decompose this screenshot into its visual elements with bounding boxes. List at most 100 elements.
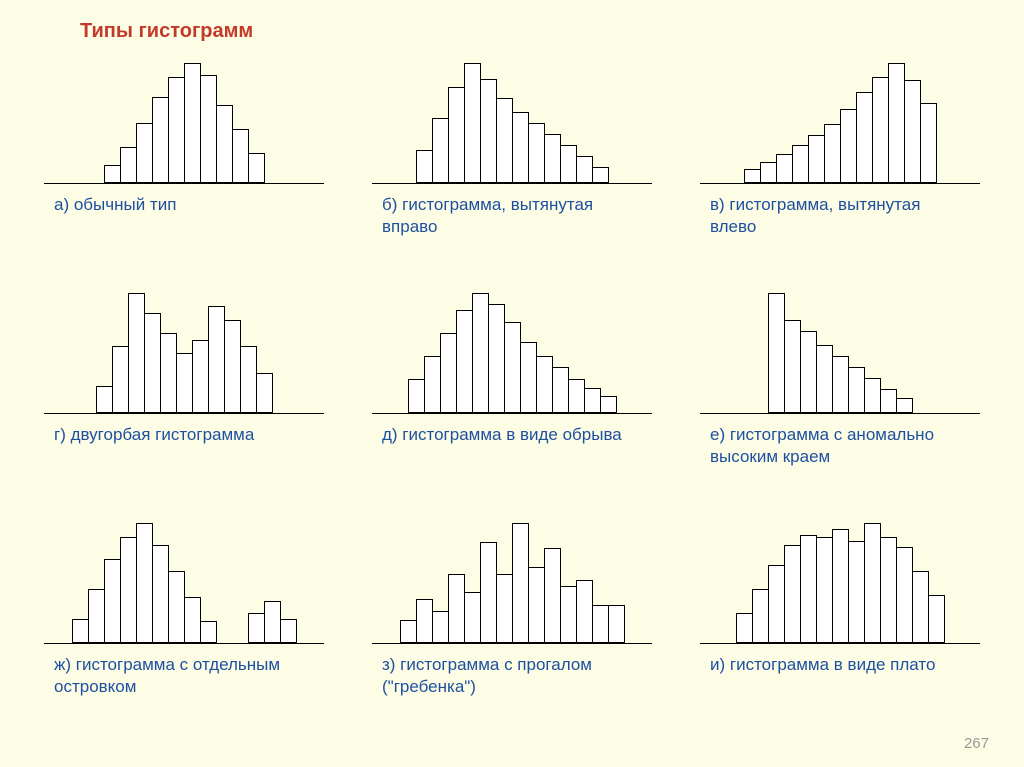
histogram-bar [408,379,425,413]
histogram-bar [568,379,585,413]
histogram-bar [224,320,241,413]
histogram-caption-z: з) гистограмма с прогалом ("гребенка") [382,654,642,698]
histogram-bar [832,356,849,413]
histogram-bar [600,396,617,413]
histogram-bars [96,283,272,413]
histogram-chart-z [372,513,652,644]
histogram-caption-zh: ж) гистограмма с отдельным островком [54,654,314,698]
histogram-bar [816,537,833,643]
histogram-bar [280,619,297,643]
histogram-chart-g [44,283,324,414]
histogram-bar [928,595,945,643]
histogram-bar [544,134,561,183]
histogram-chart-a [44,53,324,184]
histogram-bar [560,145,577,183]
histogram-bars [736,513,944,643]
histogram-bar [416,150,433,183]
histogram-cell-a: а) обычный тип [30,53,338,273]
histogram-bar [216,105,233,183]
histogram-bar [488,304,505,413]
histogram-caption-i: и) гистограмма в виде плато [710,654,970,676]
histogram-bar [584,388,601,413]
histogram-bar [184,63,201,183]
histogram-bar [888,63,905,183]
histogram-bar [136,523,153,643]
histogram-bar [880,389,897,413]
histogram-bar [800,331,817,413]
histogram-bar [896,547,913,643]
histogram-bar [824,124,841,183]
histogram-bar [592,605,609,643]
histogram-bar [840,109,857,183]
histogram-grid: а) обычный тип б) гистограмма, вытянутая … [30,53,994,733]
histogram-bar [240,346,257,413]
histogram-cell-v: в) гистограмма, вытянутая влево [686,53,994,273]
histogram-bar [784,320,801,413]
histogram-caption-v: в) гистограмма, вытянутая влево [710,194,970,238]
histogram-bar [760,162,777,183]
histogram-bar [496,98,513,183]
histogram-bar [512,523,529,643]
histogram-bars [72,513,296,643]
histogram-bar [848,541,865,643]
histogram-bar [880,537,897,643]
histogram-cell-d: д) гистограмма в виде обрыва [358,283,666,503]
histogram-bar [208,306,225,413]
histogram-bar [848,367,865,413]
histogram-cell-zh: ж) гистограмма с отдельным островком [30,513,338,733]
histogram-chart-i [700,513,980,644]
histogram-cell-e: е) гистограмма с аномально высоким краем [686,283,994,503]
histogram-caption-d: д) гистограмма в виде обрыва [382,424,642,446]
histogram-bar [904,80,921,183]
histogram-bar [872,77,889,183]
histogram-bar [792,145,809,183]
histogram-caption-g: г) двугорбая гистограмма [54,424,314,446]
histogram-bar [816,345,833,413]
histogram-caption-a: а) обычный тип [54,194,314,216]
histogram-cell-g: г) двугорбая гистограмма [30,283,338,503]
histogram-bar [576,156,593,183]
histogram-bar [864,378,881,413]
histogram-bar [248,613,265,643]
histogram-bar [752,589,769,643]
histogram-bar [96,386,113,413]
histogram-bar [104,165,121,183]
histogram-bar [784,545,801,643]
histogram-bars [768,283,912,413]
histogram-bar [448,87,465,183]
histogram-bar [744,169,761,183]
histogram-bar [520,342,537,413]
histogram-bar [528,567,545,643]
histogram-bar [264,601,281,643]
histogram-bar [456,310,473,413]
histogram-bar [72,619,89,643]
histogram-bars [400,513,624,643]
histogram-bar [152,545,169,643]
histogram-bar [416,599,433,643]
histogram-cell-z: з) гистограмма с прогалом ("гребенка") [358,513,666,733]
histogram-bar [160,333,177,413]
histogram-cell-b: б) гистограмма, вытянутая вправо [358,53,666,273]
histogram-bar [144,313,161,413]
histogram-bar [480,79,497,183]
histogram-bar [232,129,249,183]
histogram-bar [88,589,105,643]
histogram-bar [168,77,185,183]
histogram-bar [400,620,417,643]
histogram-bar [112,346,129,413]
histogram-bar [536,356,553,413]
histogram-bar [592,167,609,183]
histogram-bar [528,123,545,183]
histogram-bar [608,605,625,643]
histogram-bars [744,53,936,183]
histogram-bar [472,293,489,413]
histogram-bar [576,580,593,643]
histogram-bar [152,97,169,183]
histogram-bar [432,611,449,643]
histogram-bar [176,353,193,413]
histogram-bar [120,537,137,643]
histogram-bar [168,571,185,643]
histogram-bar [768,565,785,643]
histogram-bars [104,53,264,183]
histogram-bar [432,118,449,183]
